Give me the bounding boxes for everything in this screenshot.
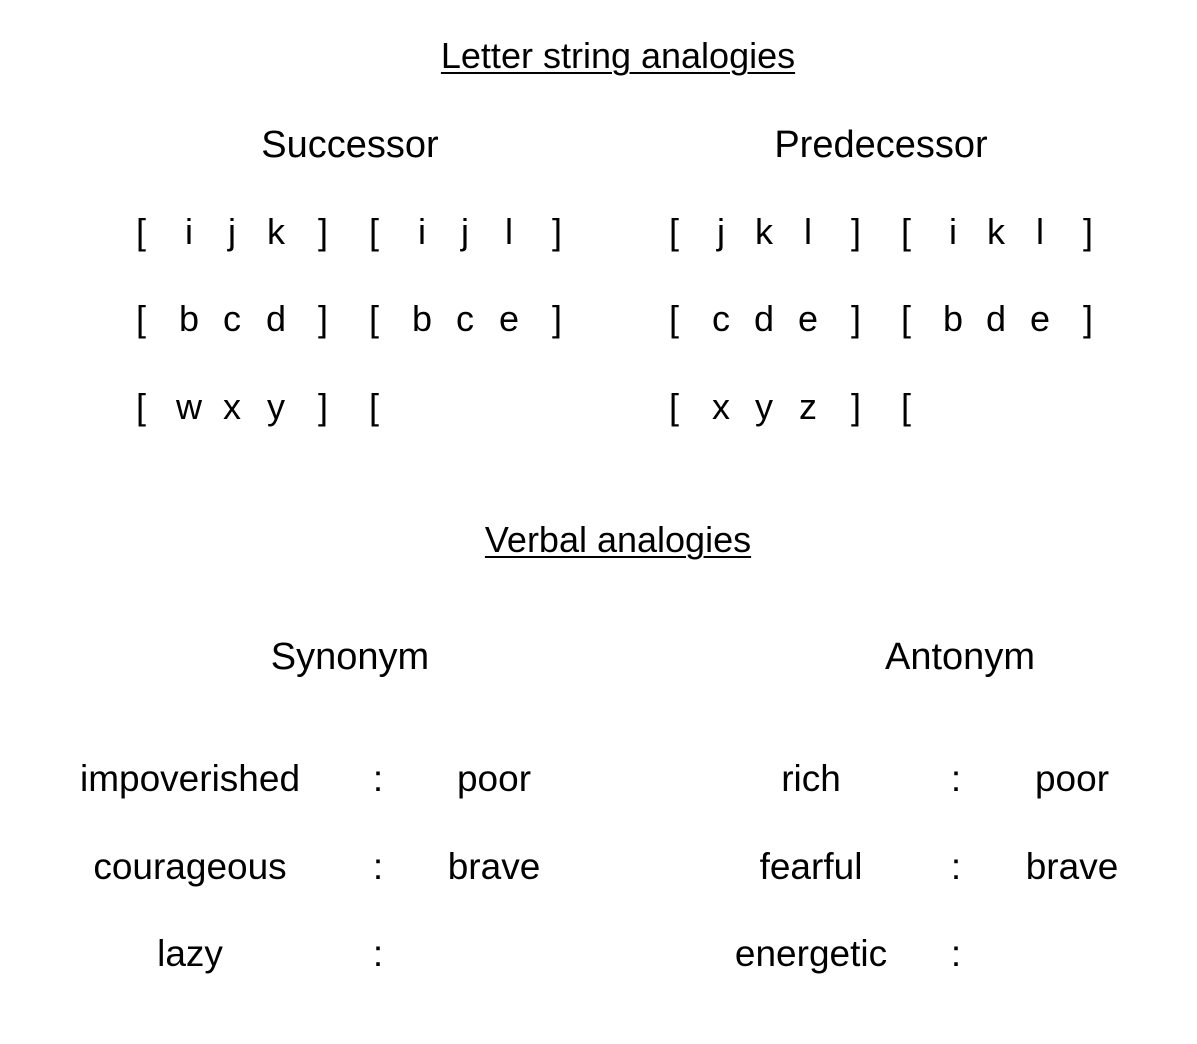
- successor-row1-b-letter-1: i: [418, 211, 426, 252]
- predecessor-row3-a-letter-2: y: [755, 386, 773, 427]
- predecessor-row2-a-letter-3: e: [797, 298, 819, 339]
- synonym-row1-term-a: impoverished: [79, 758, 301, 799]
- antonym-row3-separator: :: [950, 933, 962, 974]
- predecessor-heading: Predecessor: [774, 124, 988, 166]
- predecessor-row1-b-letter-2: k: [987, 211, 1005, 252]
- successor-row2-a-letter-3: d: [265, 298, 287, 339]
- predecessor-row2-b-open-bracket: [: [900, 298, 912, 339]
- predecessor-row1-a-letter-2: k: [755, 211, 773, 252]
- antonym-row3-term-a: energetic: [734, 933, 888, 974]
- antonym-row1-term-b: poor: [1034, 758, 1110, 799]
- successor-row1-b-close-bracket: ]: [551, 211, 563, 252]
- synonym-row2-term-b: brave: [447, 846, 541, 887]
- successor-row2-a-letter-2: c: [223, 298, 241, 339]
- successor-row2-a-open-bracket: [: [135, 298, 147, 339]
- predecessor-row2-b-close-bracket: ]: [1082, 298, 1094, 339]
- successor-row3-a-letter-3: y: [267, 386, 285, 427]
- successor-row1-a-open-bracket: [: [135, 211, 147, 252]
- successor-row2-b-open-bracket: [: [368, 298, 380, 339]
- predecessor-row1-b-open-bracket: [: [900, 211, 912, 252]
- predecessor-row3-a-letter-3: z: [799, 386, 817, 427]
- successor-row3-a-letter-1: w: [176, 386, 202, 427]
- successor-row1-a-close-bracket: ]: [317, 211, 329, 252]
- predecessor-row1-b-close-bracket: ]: [1082, 211, 1094, 252]
- antonym-row1-term-a: rich: [781, 758, 841, 799]
- predecessor-row1-a-open-bracket: [: [668, 211, 680, 252]
- antonym-heading: Antonym: [885, 636, 1035, 678]
- predecessor-row1-b-letter-3: l: [1036, 211, 1044, 252]
- predecessor-row2-a-letter-2: d: [753, 298, 775, 339]
- predecessor-row3-a-open-bracket: [: [668, 386, 680, 427]
- predecessor-row1-a-close-bracket: ]: [850, 211, 862, 252]
- predecessor-row1-a-letter-3: l: [804, 211, 812, 252]
- synonym-heading: Synonym: [270, 636, 430, 678]
- synonym-row2-term-a: courageous: [93, 846, 287, 887]
- antonym-row2-separator: :: [950, 846, 962, 887]
- successor-row1-b-letter-2: j: [461, 211, 469, 252]
- letter-string-title: Letter string analogies: [440, 35, 796, 76]
- successor-row2-a-close-bracket: ]: [317, 298, 329, 339]
- verbal-title: Verbal analogies: [484, 519, 752, 560]
- predecessor-row2-a-open-bracket: [: [668, 298, 680, 339]
- successor-row3-a-open-bracket: [: [135, 386, 147, 427]
- successor-row2-b-letter-3: e: [498, 298, 520, 339]
- successor-row1-b-letter-3: l: [505, 211, 513, 252]
- predecessor-row3-a-close-bracket: ]: [850, 386, 862, 427]
- predecessor-row2-b-letter-2: d: [985, 298, 1007, 339]
- successor-row3-b-open-bracket: [: [368, 386, 380, 427]
- predecessor-row3-b-open-bracket: [: [900, 386, 912, 427]
- predecessor-row2-a-letter-1: c: [712, 298, 730, 339]
- successor-row3-a-close-bracket: ]: [317, 386, 329, 427]
- predecessor-row2-b-letter-3: e: [1029, 298, 1051, 339]
- antonym-row2-term-b: brave: [1025, 846, 1119, 887]
- synonym-row2-separator: :: [372, 846, 384, 887]
- synonym-row3-separator: :: [372, 933, 384, 974]
- synonym-row1-separator: :: [372, 758, 384, 799]
- successor-heading: Successor: [261, 124, 439, 166]
- successor-row3-a-letter-2: x: [223, 386, 241, 427]
- successor-row1-a-letter-3: k: [267, 211, 285, 252]
- antonym-row1-separator: :: [950, 758, 962, 799]
- successor-row1-b-open-bracket: [: [368, 211, 380, 252]
- antonym-row2-term-a: fearful: [759, 846, 863, 887]
- synonym-row3-term-a: lazy: [157, 933, 223, 974]
- successor-row1-a-letter-1: i: [185, 211, 193, 252]
- synonym-row1-term-b: poor: [456, 758, 532, 799]
- successor-row1-a-letter-2: j: [228, 211, 236, 252]
- predecessor-row1-a-letter-1: j: [717, 211, 725, 252]
- predecessor-row2-a-close-bracket: ]: [850, 298, 862, 339]
- successor-row2-b-close-bracket: ]: [551, 298, 563, 339]
- successor-row2-b-letter-1: b: [411, 298, 433, 339]
- predecessor-row2-b-letter-1: b: [942, 298, 964, 339]
- predecessor-row1-b-letter-1: i: [949, 211, 957, 252]
- successor-row2-a-letter-1: b: [178, 298, 200, 339]
- successor-row2-b-letter-2: c: [456, 298, 474, 339]
- predecessor-row3-a-letter-1: x: [712, 386, 730, 427]
